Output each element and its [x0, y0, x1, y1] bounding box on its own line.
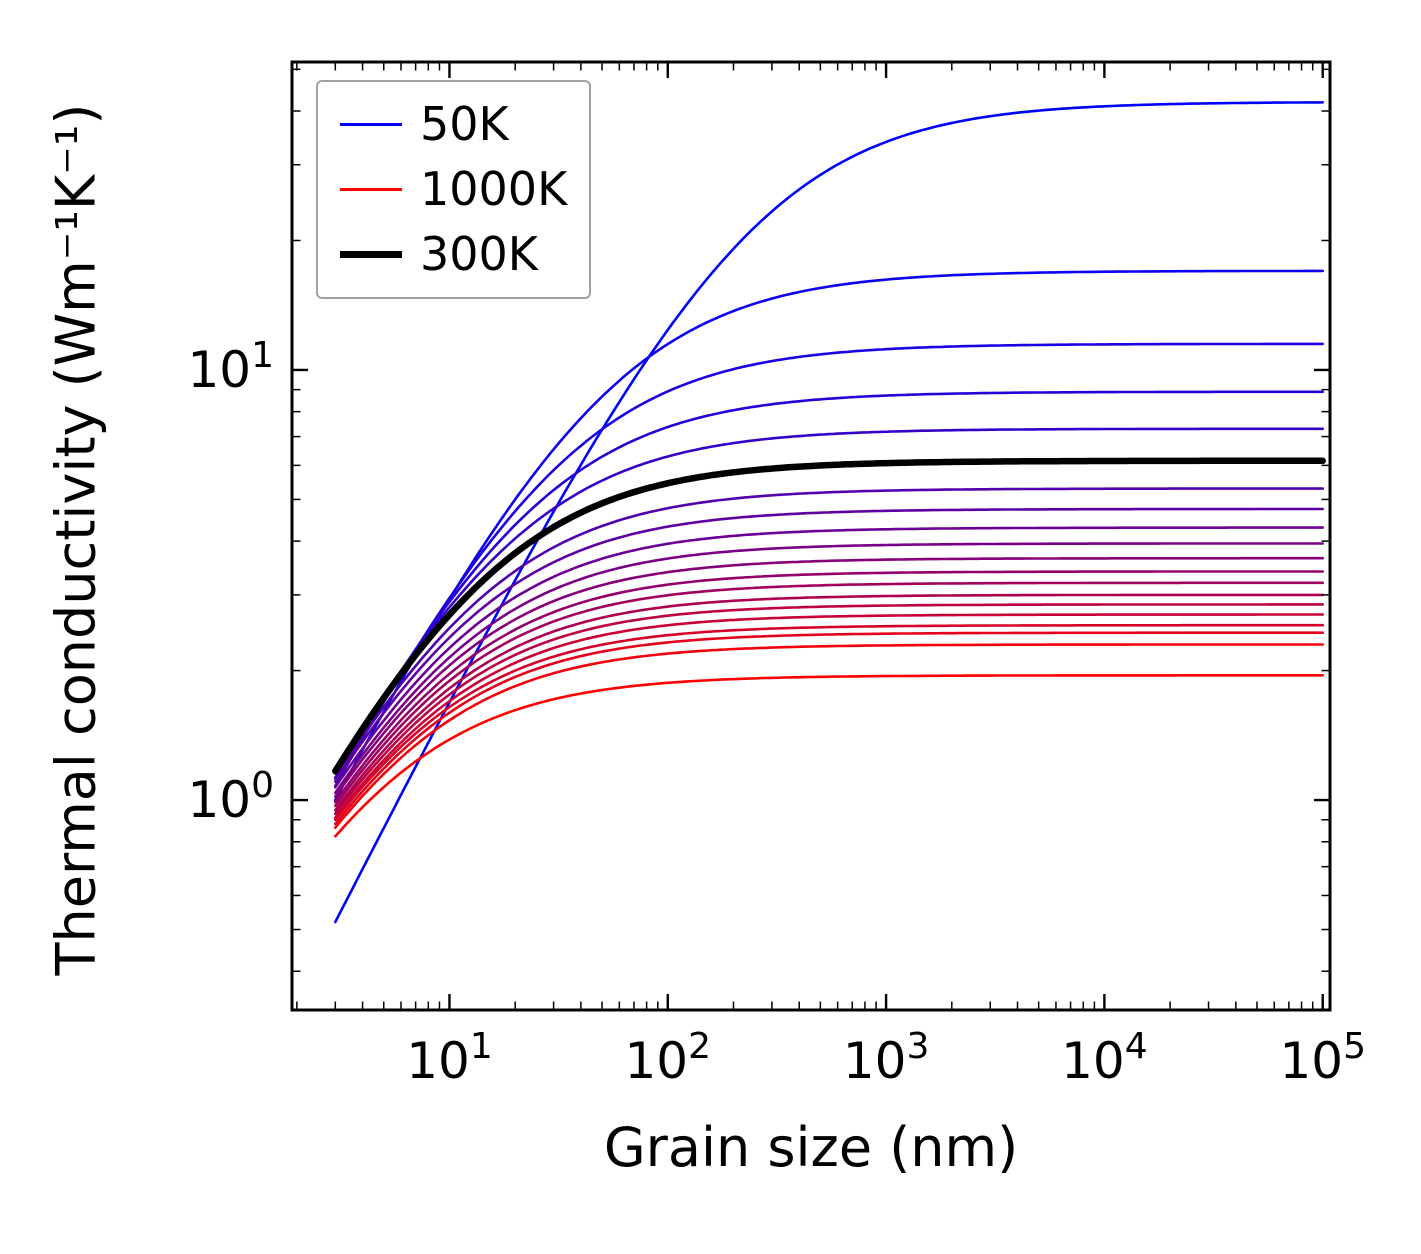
series-line-200K	[334, 390, 1324, 780]
series-line-550K	[334, 556, 1324, 798]
x-tick-label: 103	[843, 1026, 930, 1090]
legend-line-sample-50k	[340, 122, 402, 126]
legend-item: 300K	[340, 226, 567, 281]
series-line-650K	[334, 581, 1324, 808]
y-axis-label: Thermal conductivity (Wm⁻¹K⁻¹)	[44, 103, 108, 975]
series-line-800K	[334, 613, 1324, 819]
series-line-900K	[334, 631, 1324, 826]
legend: 50K 1000K 300K	[316, 80, 592, 299]
series-line-750K	[334, 603, 1324, 815]
x-tick-label: 105	[1279, 1026, 1366, 1090]
series-line-1000K	[334, 674, 1324, 838]
series-line-150K	[334, 342, 1324, 788]
plot-frame	[290, 60, 1332, 1012]
y-tick-label: 100	[187, 765, 274, 829]
series-line-400K	[334, 507, 1324, 783]
legend-line-sample-300k	[340, 250, 402, 258]
legend-label: 50K	[420, 97, 509, 151]
x-tick-label: 102	[625, 1026, 712, 1090]
series-line-500K	[334, 542, 1324, 795]
y-axis-label-wrap: Thermal conductivity (Wm⁻¹K⁻¹)	[16, 0, 136, 1094]
x-axis-label: Grain size (nm)	[603, 1116, 1019, 1179]
series-line-700K	[334, 593, 1324, 812]
legend-line-sample-1000k	[340, 187, 402, 191]
series-line-600K	[334, 570, 1324, 804]
legend-label: 1000K	[420, 161, 568, 216]
series-line-350K	[334, 487, 1324, 779]
series-line-300K	[332, 457, 1326, 775]
x-tick-label: 101	[406, 1026, 493, 1090]
series-line-850K	[334, 623, 1324, 821]
x-tick-label: 104	[1061, 1026, 1148, 1090]
y-tick-label: 101	[187, 335, 274, 399]
legend-item: 50K	[340, 98, 567, 151]
series-line-450K	[334, 526, 1324, 789]
series-line-250K	[334, 427, 1324, 775]
legend-label: 300K	[420, 226, 538, 281]
legend-item: 1000K	[340, 161, 568, 216]
series-line-100K	[334, 269, 1324, 802]
series-line-950K	[334, 643, 1324, 829]
